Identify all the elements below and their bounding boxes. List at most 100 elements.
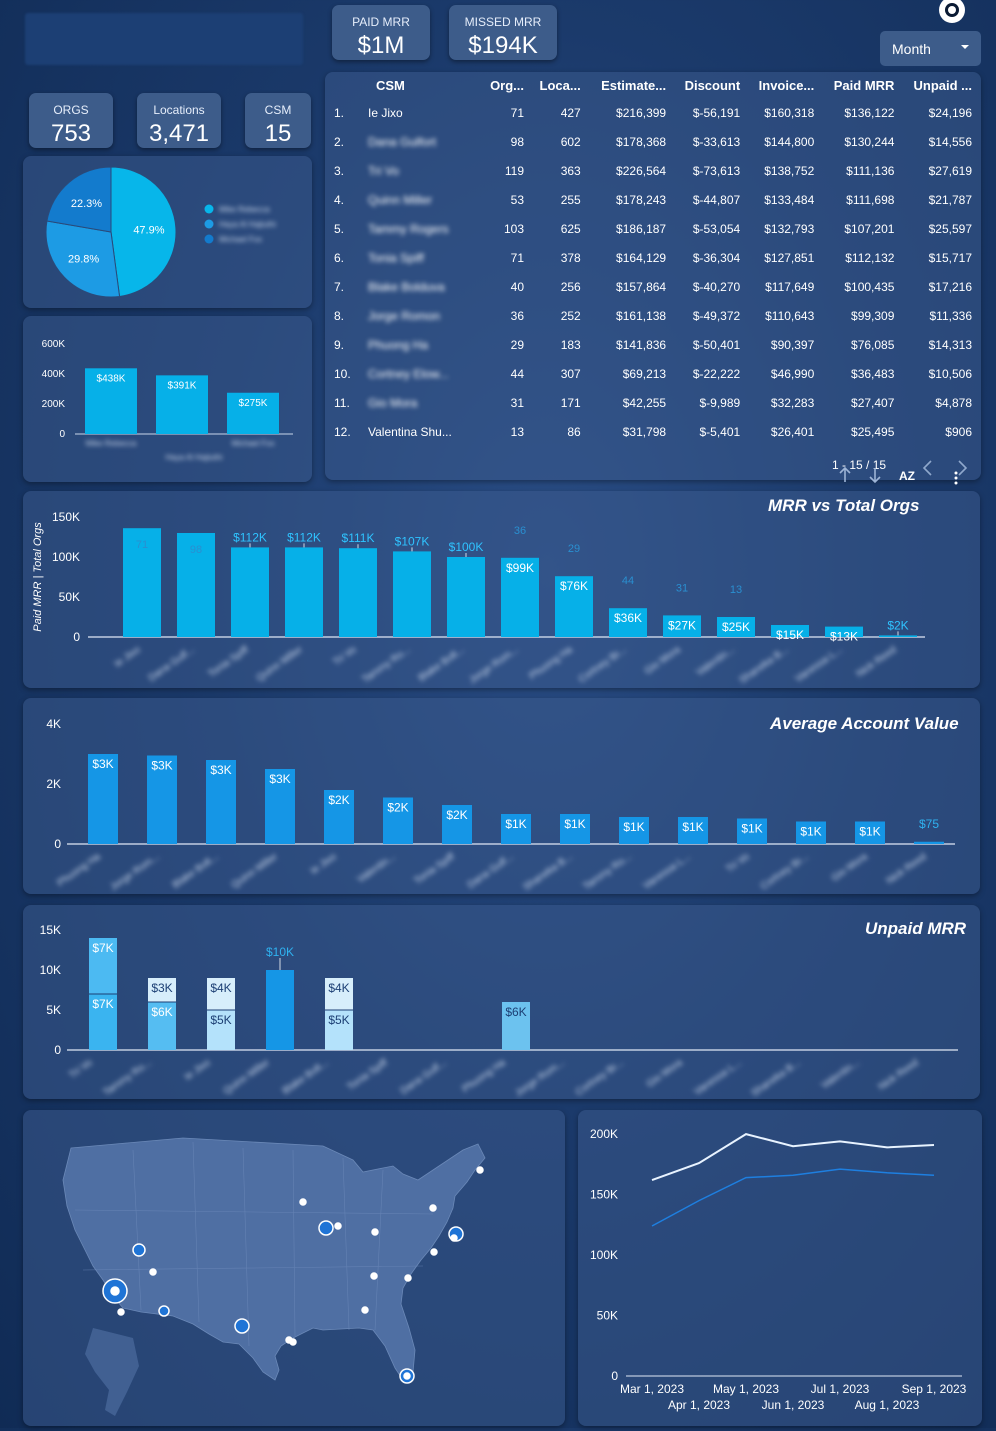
table-cell: $24,196 — [928, 105, 972, 120]
sort-descending-icon[interactable] — [866, 466, 884, 484]
y-tick-label: 100K — [52, 550, 80, 564]
csm-table: CSM Org... Loca... Estimate... Discount … — [330, 72, 978, 446]
bar — [914, 841, 944, 844]
table-cell: $178,243 — [616, 192, 667, 207]
bar-value-label: $3K — [151, 981, 172, 995]
kpi-label: PAID MRR — [352, 15, 410, 29]
table-cell: $25,495 — [851, 424, 895, 439]
sort-az-button[interactable]: AZ — [899, 469, 915, 483]
column-header-orgs[interactable]: Org... — [490, 77, 525, 93]
period-select[interactable]: Month — [880, 31, 981, 66]
table-row[interactable]: 3. Tri Vo 119 363 $226,564 $-73,613 $138,752 $1… — [330, 156, 978, 185]
x-tick-label: Cortney Br... — [759, 851, 811, 892]
bar-value-label: $1K — [564, 817, 585, 831]
mrr-vs-orgs-chart: 0 50K 100K 150K Ie Jixo Dana Gulf... Tonia Spi… — [32, 510, 925, 686]
map-marker — [450, 1234, 458, 1242]
sort-ascending-icon[interactable] — [836, 466, 854, 484]
x-tick-label: Valentin... — [356, 851, 398, 885]
table-cell: 307 — [560, 366, 581, 381]
map-marker — [149, 1268, 157, 1276]
x-tick-label: Nick Reed — [877, 1057, 921, 1092]
table-row[interactable]: 2. Dana Gulfort 98 602 $178,368 $-33,613 $144,… — [330, 127, 978, 156]
table-row[interactable]: 8. Jorge Romon 36 252 $161,138 $-49,372 $110,6… — [330, 301, 978, 330]
x-tick-label: Gio Mora — [643, 644, 683, 677]
state-borders — [74, 1141, 434, 1347]
table-cell: $32,283 — [770, 395, 815, 410]
bar-value-label: $107K — [395, 534, 430, 548]
y-tick-label: 50K — [59, 590, 80, 604]
y-tick-label: 400K — [42, 369, 66, 380]
previous-page-icon[interactable] — [920, 459, 936, 477]
table-cell: $186,187 — [616, 221, 667, 236]
small-bar-panel: 0 200K 400K 600K $438K Mike Rebecca $391K Haya … — [23, 316, 312, 482]
bar — [177, 533, 215, 637]
column-header-discount[interactable]: Discount — [684, 77, 741, 93]
table-cell: $99,309 — [851, 308, 895, 323]
legend-swatch — [204, 234, 214, 244]
table-row[interactable]: 7. Blake Bolduva 40 256 $157,864 $-40,270 $117… — [330, 272, 978, 301]
row-index: 8. — [334, 308, 345, 323]
bar-value-label: $1K — [505, 817, 526, 831]
column-header-locations[interactable]: Loca... — [539, 77, 581, 93]
org-count-label: 31 — [676, 582, 688, 594]
kpi-csm: CSM 15 — [245, 93, 311, 148]
trend-panel: 0 50K 100K 150K 200K Mar 1, 2023 Apr 1, 2023 Ma… — [578, 1110, 982, 1426]
x-tick-label: Michael Fox — [231, 439, 274, 448]
y-tick-label: 15K — [40, 923, 61, 937]
x-tick-label: Mike Rebecca — [86, 439, 137, 448]
column-header-invoice[interactable]: Invoice... — [758, 77, 815, 93]
column-header-unpaid[interactable]: Unpaid ... — [913, 77, 973, 93]
table-cell: $-50,401 — [692, 337, 741, 352]
table-cell: $-33,613 — [692, 134, 741, 149]
bar — [825, 626, 863, 637]
column-header-csm[interactable]: CSM — [376, 77, 405, 93]
x-tick-label: Aug 1, 2023 — [855, 1398, 920, 1412]
table-cell: 71 — [510, 250, 525, 265]
table-cell: $15,717 — [928, 250, 972, 265]
map-panel — [23, 1110, 565, 1426]
table-row[interactable]: 11. Gio Mora 31 171 $42,255 $-9,989 $32,283 $27… — [330, 388, 978, 417]
kpi-label: Locations — [153, 103, 205, 117]
logo-icon — [939, 0, 965, 23]
table-panel — [325, 72, 981, 480]
table-row[interactable]: 10. Cortney Elow... 44 307 $69,213 $-22,222 $4… — [330, 359, 978, 388]
bar-value-label: $10K — [266, 945, 294, 959]
bar-value-label: $1K — [800, 825, 821, 839]
column-header-paid-mrr[interactable]: Paid MRR — [833, 77, 895, 93]
kpi-label: CSM — [264, 103, 292, 117]
table-cell: $144,800 — [764, 134, 815, 149]
x-tick-label: Cortney Br... — [574, 1057, 626, 1098]
us-map[interactable] — [23, 1110, 565, 1426]
table-cell: $136,122 — [844, 105, 895, 120]
table-row[interactable]: 4. Quinn Miller 53 255 $178,243 $-44,807 $133,… — [330, 185, 978, 214]
map-marker — [132, 1243, 146, 1257]
x-tick-label: Cortney Br... — [577, 644, 629, 685]
x-tick-label: Quinn Miller — [255, 644, 306, 684]
more-options-icon[interactable] — [951, 470, 961, 486]
table-row[interactable]: 5. Tammy Rogers 103 625 $186,187 $-53,054 $132… — [330, 214, 978, 243]
bar — [265, 769, 295, 844]
y-tick-label: 0 — [611, 1369, 618, 1383]
bar-segment-lower — [502, 1002, 530, 1050]
table-row[interactable]: 9. Phuong Ha 29 183 $141,836 $-50,401 $90,397 $… — [330, 330, 978, 359]
next-page-icon[interactable] — [954, 459, 970, 477]
table-cell: 378 — [560, 250, 581, 265]
csm-name-cell: Tonia Spiff — [368, 250, 424, 265]
table-cell: $178,368 — [616, 134, 667, 149]
map-marker — [318, 1220, 334, 1236]
table-cell: $107,201 — [844, 221, 895, 236]
x-tick-label: Shaneka B... — [750, 1057, 803, 1099]
y-tick-label: 600K — [42, 339, 66, 350]
map-marker — [403, 1372, 411, 1380]
bar-value-label: $3K — [269, 772, 290, 786]
table-row[interactable]: 6. Tonia Spiff 71 378 $164,129 $-36,304 $127,8… — [330, 243, 978, 272]
period-select-value: Month — [892, 41, 931, 57]
column-header-estimate[interactable]: Estimate... — [601, 77, 667, 93]
chart-title-mrr-orgs: MRR vs Total Orgs — [768, 496, 920, 515]
table-cell: $164,129 — [616, 250, 667, 265]
x-tick-label: Nick Reed — [885, 851, 929, 886]
x-tick-label: Tonia Spiff — [412, 851, 457, 887]
table-row[interactable]: 12. Valentina Shu... 13 86 $31,798 $-5,401 $26… — [330, 417, 978, 446]
table-cell: 86 — [567, 424, 581, 439]
table-row[interactable]: 1. Ie Jixo 71 427 $216,399 $-56,191 $160,318 $1… — [330, 98, 978, 127]
